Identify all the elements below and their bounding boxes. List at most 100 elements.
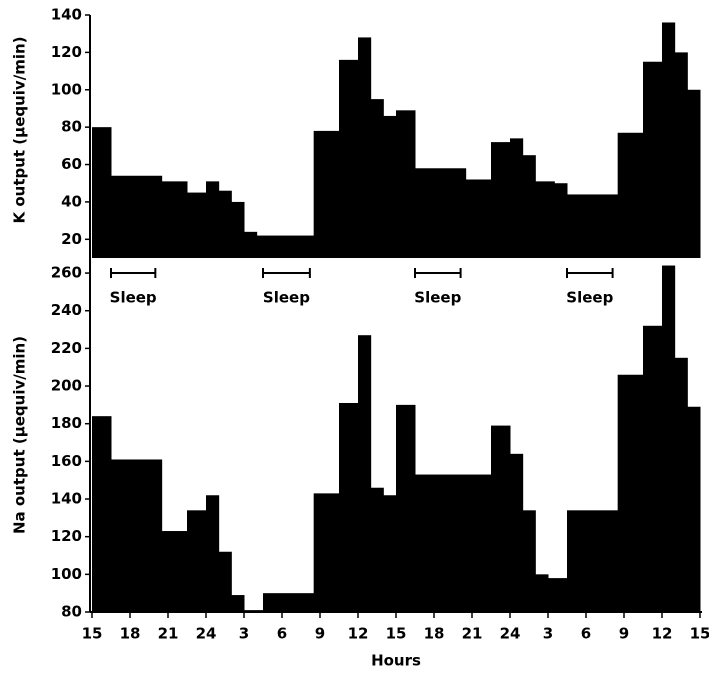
annotation: Sleep bbox=[110, 289, 157, 307]
bar bbox=[396, 110, 416, 258]
x-tick-label: 15 bbox=[82, 625, 103, 643]
bar bbox=[206, 181, 220, 258]
bar bbox=[231, 595, 245, 612]
bar bbox=[617, 132, 644, 258]
y-tick-label: 40 bbox=[61, 192, 82, 210]
annotation: Sleep bbox=[414, 289, 461, 307]
annotation: Sleep bbox=[263, 289, 310, 307]
bar bbox=[643, 61, 663, 258]
bar bbox=[358, 335, 372, 612]
y-axis-label: K output (μequiv/min) bbox=[11, 37, 29, 224]
y-tick-label: 240 bbox=[51, 301, 82, 319]
sleep-bracket bbox=[566, 268, 614, 278]
x-tick-label: 21 bbox=[462, 625, 483, 643]
bar bbox=[522, 510, 536, 612]
bar bbox=[218, 190, 232, 258]
x-tick-label: 24 bbox=[196, 625, 217, 643]
bar bbox=[491, 142, 511, 258]
y-tick-label: 120 bbox=[51, 527, 82, 545]
y-tick-label: 260 bbox=[51, 264, 82, 282]
y-tick-label: 60 bbox=[61, 155, 82, 173]
x-tick-label: 9 bbox=[315, 625, 325, 643]
bar bbox=[643, 325, 663, 612]
sleep-bracket bbox=[262, 268, 311, 278]
bar bbox=[92, 127, 112, 259]
y-tick-label: 140 bbox=[51, 490, 82, 508]
bar bbox=[510, 138, 524, 258]
bar bbox=[396, 404, 416, 612]
y-tick-label: 140 bbox=[51, 6, 82, 24]
bar bbox=[358, 37, 372, 258]
bar bbox=[535, 181, 555, 258]
bar bbox=[510, 453, 524, 612]
x-tick-label: 18 bbox=[120, 625, 141, 643]
y-tick-label: 80 bbox=[61, 118, 82, 136]
y-tick-label: 180 bbox=[51, 414, 82, 432]
bar bbox=[161, 181, 188, 258]
bar bbox=[313, 493, 340, 612]
bar bbox=[339, 402, 359, 612]
x-tick-label: 3 bbox=[543, 625, 553, 643]
y-tick-label: 100 bbox=[51, 80, 82, 98]
bar bbox=[161, 531, 188, 612]
y-tick-label: 100 bbox=[51, 565, 82, 583]
y-tick-label: 220 bbox=[51, 339, 82, 357]
x-tick-label: 15 bbox=[690, 625, 709, 643]
bar bbox=[687, 406, 701, 612]
bar bbox=[687, 89, 701, 259]
bar bbox=[383, 115, 397, 258]
bar bbox=[662, 265, 676, 612]
x-tick-label: 15 bbox=[386, 625, 407, 643]
bar bbox=[548, 578, 568, 612]
bar bbox=[231, 201, 245, 258]
bar bbox=[111, 175, 163, 258]
bar bbox=[111, 459, 163, 612]
bar bbox=[256, 235, 315, 258]
bar bbox=[370, 487, 384, 612]
bar bbox=[187, 510, 207, 612]
bar bbox=[465, 179, 492, 258]
bar bbox=[554, 183, 568, 258]
bar bbox=[383, 495, 397, 612]
bar bbox=[206, 495, 220, 612]
y-tick-label: 80 bbox=[61, 603, 82, 621]
bar bbox=[415, 168, 467, 258]
bar bbox=[244, 231, 258, 258]
sleep-bracket bbox=[414, 268, 462, 278]
bar bbox=[662, 22, 676, 258]
annotation: Sleep bbox=[566, 289, 613, 307]
bar bbox=[263, 593, 315, 612]
x-tick-label: 6 bbox=[581, 625, 591, 643]
x-tick-label: 21 bbox=[158, 625, 179, 643]
bar bbox=[187, 192, 207, 258]
bar bbox=[567, 510, 619, 612]
bar bbox=[218, 551, 232, 612]
bar bbox=[567, 194, 619, 258]
bar bbox=[617, 374, 644, 612]
x-tick-label: 18 bbox=[424, 625, 445, 643]
x-tick-label: 12 bbox=[348, 625, 369, 643]
y-tick-label: 20 bbox=[61, 230, 82, 248]
bar bbox=[415, 474, 492, 612]
x-tick-label: 24 bbox=[500, 625, 521, 643]
y-tick-label: 120 bbox=[51, 43, 82, 61]
x-tick-label: 6 bbox=[277, 625, 287, 643]
bar bbox=[674, 357, 688, 612]
y-axis-label: Na output (μequiv/min) bbox=[11, 336, 29, 534]
bar bbox=[522, 155, 536, 258]
bar bbox=[92, 416, 112, 612]
x-axis-label: Hours bbox=[371, 652, 421, 670]
y-tick-label: 160 bbox=[51, 452, 82, 470]
bar bbox=[313, 130, 340, 258]
x-tick-label: 12 bbox=[652, 625, 673, 643]
bar bbox=[339, 59, 359, 258]
bar bbox=[535, 574, 549, 612]
x-tick-label: 9 bbox=[619, 625, 629, 643]
x-tick-label: 3 bbox=[239, 625, 249, 643]
bar bbox=[674, 52, 688, 259]
y-tick-label: 200 bbox=[51, 377, 82, 395]
bar bbox=[370, 99, 384, 258]
sleep-bracket bbox=[110, 268, 157, 278]
bar bbox=[491, 425, 511, 612]
